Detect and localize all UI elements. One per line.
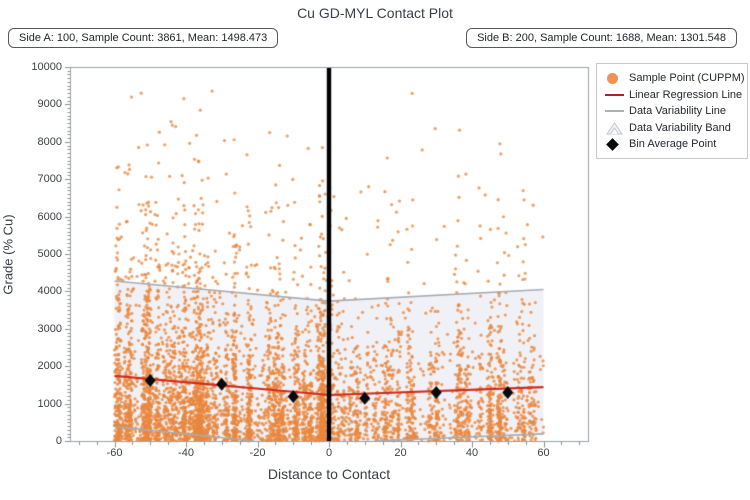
- x-tick-label: -20: [249, 447, 266, 459]
- side-a-summary-box: Side A: 100, Sample Count: 3861, Mean: 1…: [8, 28, 279, 48]
- y-tick-label: 4000: [37, 285, 62, 298]
- y-tick-label: 2000: [37, 360, 62, 373]
- x-tick-label: 20: [394, 447, 407, 459]
- legend-item-sample-point[interactable]: Sample Point (CUPPM): [605, 70, 745, 87]
- sample-point-icon: [605, 72, 629, 84]
- legend-item-label: Linear Regression Line: [629, 88, 743, 101]
- x-axis-label: Distance to Contact: [267, 466, 391, 482]
- y-tick-label: 5000: [37, 248, 62, 260]
- legend-item-bin-average[interactable]: Bin Average Point: [605, 136, 741, 153]
- y-tick-label: 1000: [37, 397, 62, 410]
- regression-line-icon: [605, 93, 629, 96]
- bin-average-icon: [605, 137, 629, 151]
- chart-title: Cu GD-MYL Contact Plot: [297, 5, 453, 21]
- legend-item-label: Data Variability Band: [629, 121, 731, 134]
- y-tick-label: 8000: [37, 135, 62, 148]
- legend: Sample Point (CUPPM) Linear Regression Li…: [596, 63, 748, 159]
- x-tick-label: 0: [325, 447, 333, 459]
- x-tick-label: 40: [465, 447, 479, 459]
- y-tick-label: 0: [55, 435, 62, 447]
- side-b-summary-box: Side B: 200, Sample Count: 1688, Mean: 1…: [466, 28, 737, 48]
- y-tick-label: 7000: [37, 173, 62, 186]
- y-tick-label: 6000: [37, 210, 62, 223]
- y-tick-label: 3000: [37, 322, 62, 335]
- legend-item-label: Sample Point (CUPPM): [629, 72, 745, 85]
- legend-item-variability-band[interactable]: Data Variability Band: [605, 120, 741, 137]
- legend-item-regression-line[interactable]: Linear Regression Line: [605, 87, 743, 104]
- x-tick-label: 60: [537, 447, 550, 459]
- x-tick-label: -40: [178, 447, 194, 459]
- y-tick-label: 10000: [31, 61, 62, 73]
- variability-line-icon: [605, 110, 629, 113]
- x-tick-label: -60: [106, 447, 123, 459]
- legend-item-label: Bin Average Point: [629, 138, 717, 151]
- variability-band-icon: [605, 121, 629, 135]
- legend-item-label: Data Variability Line: [629, 105, 727, 118]
- y-tick-label: 9000: [37, 98, 62, 111]
- legend-item-variability-line[interactable]: Data Variability Line: [605, 103, 741, 120]
